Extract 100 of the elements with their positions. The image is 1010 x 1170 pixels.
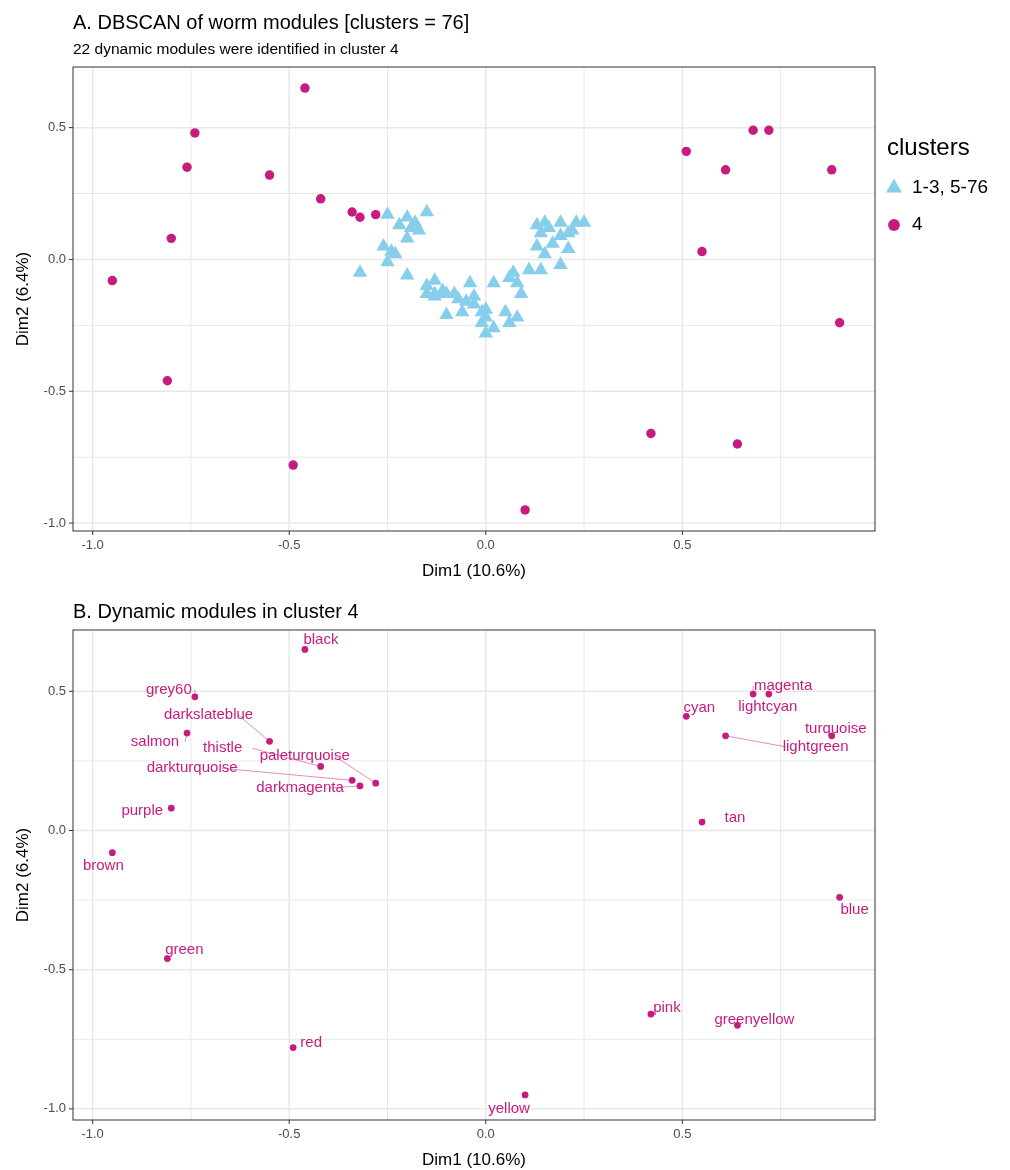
chart-subtitle: 22 dynamic modules were identified in cluster 4 [73,40,400,57]
point [697,246,707,257]
chart-title: B. Dynamic modules in cluster 4 [73,600,359,622]
point [521,1091,529,1099]
point [439,306,454,319]
annotation: darkmagenta [256,777,345,795]
x-tick-label: -1.0 [81,537,104,552]
point [399,266,415,280]
point [380,206,395,219]
annotation: darkturquoise [146,758,238,776]
annotation: darkslateblue [163,705,254,723]
x-axis-title: Dim1 (10.6%) [422,561,526,580]
point [315,194,326,204]
point [474,314,490,327]
y-axis-title: Dim2 (6.4%) [13,251,32,347]
y-tick-label: 0.0 [47,250,66,266]
point [545,235,560,248]
y-tick-label: 0.5 [47,119,66,135]
point [355,212,365,222]
point [392,216,407,230]
annotation: magenta [753,676,813,693]
annotation: red [300,1032,322,1050]
point [182,162,192,172]
point [380,253,395,267]
y-tick-label: -1.0 [43,1100,66,1116]
point [486,274,501,288]
point [427,272,442,285]
point [166,233,176,244]
point [827,165,837,175]
point [266,737,273,745]
annotation: green [165,940,204,958]
point [510,309,525,322]
point [399,230,415,243]
y-tick-label: -0.5 [43,382,66,398]
x-tick-label: -1.0 [81,1126,104,1141]
annotation: lightgreen [782,736,849,754]
x-tick-label: 0.0 [476,537,495,552]
point [513,285,529,298]
annotation: paleturquoise [259,746,350,764]
point [722,732,729,740]
point [647,1010,655,1018]
y-axis-title: Dim2 (6.4%) [13,827,32,923]
annotation: greenyellow [714,1010,795,1028]
x-tick-label: -0.5 [278,537,301,552]
annotation: blue [840,900,869,918]
point [502,314,517,327]
point [764,125,774,135]
point [419,203,435,217]
point [529,237,545,251]
point [521,261,537,275]
x-tick-label: -0.5 [278,1126,301,1141]
annotation: brown [82,855,124,873]
point [107,275,118,286]
x-tick-label: 0.0 [476,1126,495,1141]
point [561,240,576,254]
point [553,256,568,269]
point [462,274,478,288]
legend-label: 1-3, 5-76 [912,176,989,198]
point [498,303,513,317]
point [748,125,758,135]
annotation: lightcyan [738,697,798,714]
x-axis-title: Dim1 (10.6%) [422,1150,526,1169]
point [300,83,310,93]
annotation: grey60 [145,679,192,697]
legend-title: clusters [887,133,970,160]
legend-label: 4 [912,213,923,235]
annotation: thistle [203,738,243,756]
point [301,646,309,653]
point [317,763,325,770]
point [372,779,380,787]
point [533,261,549,275]
point [347,207,357,217]
annotation: cyan [683,698,716,716]
point [388,245,403,259]
annotation: tan [724,808,746,826]
y-tick-label: 0.5 [47,682,66,698]
annotation: salmon [130,731,180,749]
y-tick-label: -0.5 [43,961,66,977]
annotation: turquoise [804,718,867,736]
point [371,209,381,220]
point [108,849,116,857]
point [264,170,275,180]
point [167,804,175,812]
point [190,128,200,138]
chart-title: A. DBSCAN of worm modules [clusters = 76] [73,11,470,33]
y-tick-label: -1.0 [43,514,66,530]
annotation: black [303,630,339,648]
x-tick-label: 0.5 [673,537,692,552]
point [486,319,501,333]
x-tick-label: 0.5 [673,1126,692,1141]
point [348,776,356,784]
point [352,264,368,277]
point [510,274,525,288]
point [720,165,731,175]
point [836,893,843,901]
annotation: yellow [488,1098,531,1116]
point [681,146,692,157]
y-tick-label: 0.0 [47,821,66,837]
point [541,219,556,232]
point [553,214,568,227]
